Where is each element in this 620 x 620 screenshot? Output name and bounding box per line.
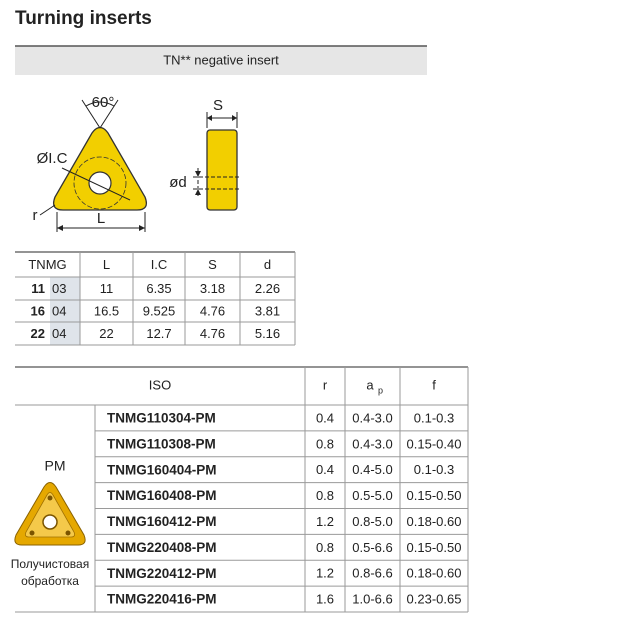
- grade-value: 0.15-0.50: [407, 540, 462, 555]
- group-label: PM: [45, 458, 66, 474]
- dim-header: L: [103, 257, 110, 272]
- dim-code: 03: [52, 281, 66, 296]
- dim-header: I.C: [151, 257, 168, 272]
- grade-header: ISO: [149, 377, 171, 392]
- grade-value: 0.4: [316, 410, 334, 425]
- grade-header: r: [323, 377, 328, 392]
- grade-header: f: [432, 377, 436, 392]
- grade-value: 0.1-0.3: [414, 462, 454, 477]
- iso-code: TNMG160408-PM: [107, 488, 217, 503]
- dim-value: 4.76: [200, 326, 225, 341]
- dim-value: 11: [100, 281, 114, 296]
- s-label: S: [213, 97, 223, 114]
- banner: [15, 46, 427, 75]
- dim-value: 22: [99, 326, 113, 341]
- dim-value: 3.81: [255, 303, 280, 318]
- grade-value: 0.8-6.6: [352, 566, 392, 581]
- grade-value: 0.8: [316, 488, 334, 503]
- dim-value: 9.525: [143, 303, 176, 318]
- iso-code: TNMG110308-PM: [107, 436, 216, 451]
- grade-value: 1.2: [316, 566, 334, 581]
- dim-header: d: [264, 257, 271, 272]
- dim-code: 04: [52, 303, 66, 318]
- iso-code: TNMG160412-PM: [107, 514, 217, 529]
- grade-value: 0.18-0.60: [407, 566, 462, 581]
- grade-value: 0.8-5.0: [352, 514, 392, 529]
- code-shade: [50, 322, 80, 345]
- r-label: r: [33, 207, 38, 224]
- grade-value: 0.4-3.0: [352, 410, 392, 425]
- grade-value: 0.15-0.50: [407, 488, 462, 503]
- iso-code: TNMG160404-PM: [107, 462, 217, 477]
- grade-value: 0.8: [316, 436, 334, 451]
- dim-value: 12.7: [146, 326, 171, 341]
- dim-value: 16.5: [94, 303, 119, 318]
- dim-code: 16: [31, 303, 45, 318]
- grade-value: 0.23-0.65: [407, 592, 462, 607]
- grade-value: 1.6: [316, 592, 334, 607]
- iso-code: TNMG220408-PM: [107, 540, 217, 555]
- dim-code: 04: [52, 326, 66, 341]
- grade-value: 0.5-5.0: [352, 488, 392, 503]
- dim-header: TNMG: [28, 257, 66, 272]
- code-shade: [50, 300, 80, 322]
- banner-text: TN** negative insert: [163, 52, 279, 67]
- iso-code: TNMG220416-PM: [107, 592, 217, 607]
- code-shade: [50, 277, 80, 300]
- dim-value: 2.26: [255, 281, 280, 296]
- pm-insert-icon: [14, 482, 86, 546]
- grade-value: 0.1-0.3: [414, 410, 454, 425]
- dim-value: 4.76: [200, 303, 225, 318]
- group-note: обработка: [21, 574, 79, 588]
- group-note: Получистовая: [11, 557, 89, 571]
- insert-drawing: [39, 99, 148, 232]
- dim-value: 5.16: [255, 326, 280, 341]
- dim-value: 3.18: [200, 281, 225, 296]
- grade-value: 0.18-0.60: [407, 514, 462, 529]
- dim-code: 22: [31, 326, 45, 341]
- insert-side-view: [193, 112, 240, 211]
- grade-value: 0.4-3.0: [352, 436, 392, 451]
- ic-label: ØI.C: [37, 150, 68, 167]
- l-label: L: [97, 210, 105, 227]
- iso-code: TNMG220412-PM: [107, 566, 217, 581]
- dim-code: 11: [31, 281, 45, 296]
- angle-label: 60°: [92, 94, 115, 111]
- iso-code: TNMG110304-PM: [107, 411, 216, 426]
- grade-value: 1.2: [316, 514, 334, 529]
- grade-value: 1.0-6.6: [352, 592, 392, 607]
- dim-value: 6.35: [146, 281, 171, 296]
- grade-value: 0.8: [316, 540, 334, 555]
- grade-header-sub: p: [378, 385, 383, 395]
- grade-value: 0.4: [316, 462, 334, 477]
- grade-value: 0.4-5.0: [352, 462, 392, 477]
- dim-header: S: [208, 257, 217, 272]
- grade-value: 0.15-0.40: [407, 436, 462, 451]
- grade-value: 0.5-6.6: [352, 540, 392, 555]
- d-label: ød: [169, 174, 187, 191]
- grade-header: a: [366, 377, 374, 392]
- page-title: Turning inserts: [15, 8, 152, 29]
